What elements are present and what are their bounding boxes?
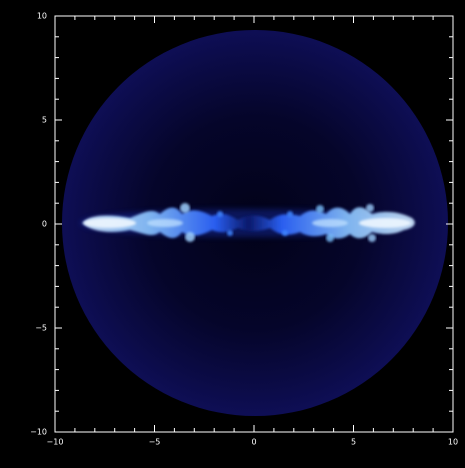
- y-tick-label-4: −10: [30, 428, 47, 437]
- x-tick-label-2: 0: [251, 438, 256, 447]
- plot-border: [54, 15, 454, 433]
- x-tick-label-3: 5: [351, 438, 356, 447]
- y-tick-label-3: −5: [35, 324, 47, 333]
- x-tick-label-4: 10: [448, 438, 458, 447]
- x-tick-label-0: −10: [47, 438, 64, 447]
- y-tick-label-1: 5: [42, 116, 47, 125]
- x-tick-label-1: −5: [149, 438, 161, 447]
- jet: [82, 203, 415, 242]
- y-tick-label-2: 0: [42, 220, 47, 229]
- y-tick-label-0: 10: [37, 12, 47, 21]
